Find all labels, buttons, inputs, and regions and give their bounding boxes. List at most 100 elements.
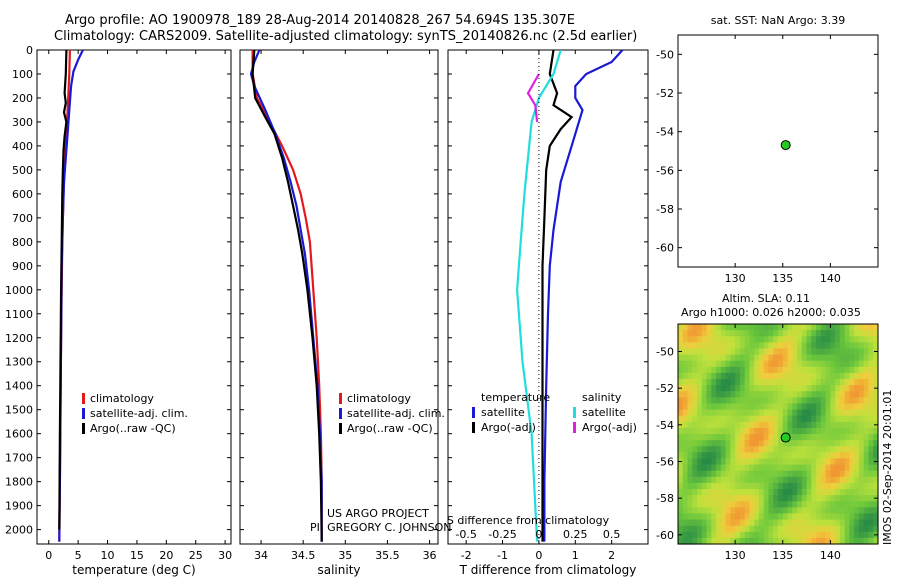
heatmap-cell	[692, 519, 698, 527]
heatmap-cell	[687, 342, 693, 350]
heatmap-cell	[730, 495, 736, 502]
heatmap-cell	[863, 360, 870, 368]
heatmap-cell	[816, 415, 822, 423]
heatmap-cell	[692, 324, 698, 331]
heatmap-cell	[711, 482, 717, 490]
heatmap-cell	[711, 379, 717, 386]
heatmap-cell	[687, 372, 693, 380]
legend-swatch-argo_salinity	[573, 422, 576, 433]
heatmap-cell	[854, 366, 860, 374]
heatmap-cell	[706, 531, 712, 539]
heatmap-cell	[854, 415, 860, 423]
heatmap-cell	[782, 495, 789, 502]
heatmap-cell	[711, 464, 717, 472]
heatmap-cell	[763, 397, 770, 405]
heatmap-cell	[801, 440, 808, 447]
heatmap-cell	[806, 379, 812, 386]
heatmap-cell	[739, 531, 746, 539]
heatmap-cell	[868, 458, 874, 466]
heatmap-cell	[792, 446, 798, 453]
heatmap-cell	[778, 421, 784, 429]
heatmap-cell	[825, 409, 831, 417]
heatmap-cell	[768, 470, 774, 478]
heatmap-cell	[830, 440, 836, 447]
heatmap-cell	[811, 434, 817, 441]
heatmap-cell	[816, 470, 822, 478]
heatmap-cell	[868, 397, 874, 405]
heatmap-cell	[682, 495, 689, 502]
heatmap-cell	[839, 397, 846, 405]
heatmap-cell	[716, 342, 722, 350]
heatmap-cell	[854, 403, 860, 411]
heatmap-cell	[873, 446, 879, 453]
heatmap-cell	[873, 482, 879, 490]
heatmap-cell	[873, 537, 879, 545]
heatmap-cell	[720, 482, 727, 490]
heatmap-cell	[730, 366, 736, 374]
heatmap-cell	[758, 476, 765, 484]
heatmap-cell	[787, 409, 793, 417]
heatmap-cell	[697, 366, 703, 374]
heatmap-cell	[682, 372, 689, 380]
heatmap-cell	[792, 537, 798, 545]
heatmap-cell	[863, 507, 870, 515]
heatmap-cell	[830, 476, 836, 484]
heatmap-cell	[725, 348, 731, 356]
heatmap-cell	[858, 324, 865, 331]
heatmap-cell	[773, 519, 779, 527]
heatmap-cell	[749, 354, 755, 362]
heatmap-cell	[692, 446, 698, 453]
heatmap-cell	[735, 360, 741, 368]
map-y-tick-label: -50	[656, 346, 674, 359]
heatmap-cell	[697, 476, 703, 484]
heatmap-cell	[754, 452, 760, 460]
heatmap-cell	[835, 434, 841, 441]
heatmap-cell	[863, 470, 870, 478]
y-tick-label: 1000	[5, 284, 33, 297]
heatmap-cell	[849, 482, 855, 490]
heatmap-cell	[739, 415, 746, 423]
heatmap-cell	[701, 409, 708, 417]
heatmap-cell	[858, 537, 865, 545]
heatmap-cell	[858, 446, 865, 453]
heatmap-cell	[768, 501, 774, 508]
heatmap-cell	[773, 409, 779, 417]
heatmap-cell	[854, 482, 860, 490]
heatmap-cell	[706, 470, 712, 478]
heatmap-cell	[820, 525, 827, 533]
heatmap-cell	[768, 421, 774, 429]
heatmap-cell	[849, 415, 855, 423]
heatmap-cell	[868, 330, 874, 337]
heatmap-cell	[692, 537, 698, 545]
heatmap-cell	[706, 391, 712, 398]
heatmap-cell	[730, 464, 736, 472]
heatmap-cell	[797, 354, 803, 362]
heatmap-cell	[773, 421, 779, 429]
heatmap-cell	[844, 421, 851, 429]
heatmap-cell	[811, 330, 817, 337]
heatmap-cell	[801, 470, 808, 478]
heatmap-cell	[835, 366, 841, 374]
heatmap-cell	[820, 476, 827, 484]
heatmap-cell	[816, 348, 822, 356]
heatmap-cell	[778, 464, 784, 472]
heatmap-cell	[678, 379, 684, 386]
heatmap-cell	[825, 330, 831, 337]
heatmap-cell	[792, 452, 798, 460]
heatmap-cell	[749, 476, 755, 484]
heatmap-cell	[697, 397, 703, 405]
heatmap-cell	[682, 434, 689, 441]
heatmap-cell	[758, 391, 765, 398]
heatmap-cell	[835, 397, 841, 405]
heatmap-cell	[778, 507, 784, 515]
heatmap-cell	[835, 409, 841, 417]
heatmap-cell	[839, 525, 846, 533]
heatmap-cell	[735, 427, 741, 435]
heatmap-cell	[858, 501, 865, 508]
heatmap-cell	[787, 385, 793, 392]
heatmap-cell	[858, 489, 865, 496]
heatmap-cell	[749, 458, 755, 466]
heatmap-cell	[754, 513, 760, 521]
heatmap-cell	[863, 489, 870, 496]
heatmap-cell	[744, 507, 751, 515]
